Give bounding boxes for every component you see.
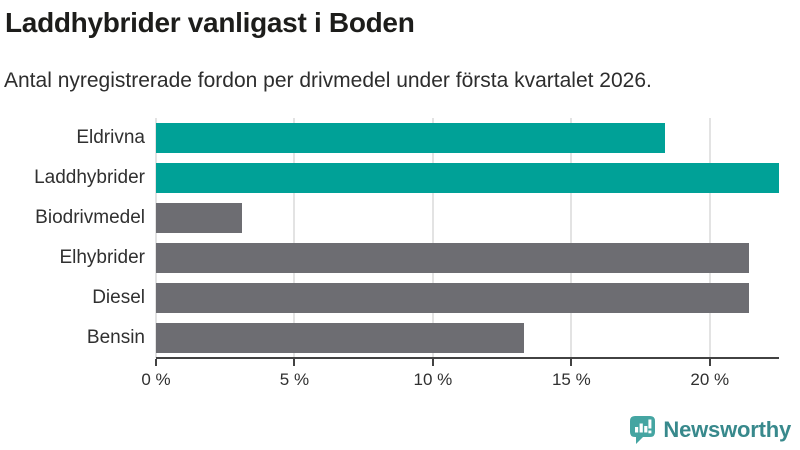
plot-area [155,118,779,358]
category-label: Elhybrider [59,247,145,268]
bar-track [156,243,779,273]
newsworthy-logo: Newsworthy [629,415,791,445]
tick-mark [155,359,157,366]
tick-label: 15 % [551,370,591,389]
tick-label: 0 % [141,370,171,389]
gridline [570,118,573,358]
x-axis-line [156,357,779,359]
chart-row-bensin: Bensin [8,318,779,358]
bar-track [156,283,779,313]
chart-row-biodrivmedel: Biodrivmedel [8,198,779,238]
tick-mark [708,359,711,366]
chart-row-eldrivna: Eldrivna [8,118,779,158]
bar-track [156,163,779,193]
chart-subtitle: Antal nyregistrerade fordon per drivmede… [4,69,652,92]
bar-track [156,123,779,153]
bar-biodrivmedel [156,203,242,233]
tick-label: 10 % [413,370,453,389]
chart-row-laddhybrider: Laddhybrider [8,158,779,198]
tick-mark [570,359,573,366]
gridline [431,118,434,358]
tick-label: 20 % [690,370,730,389]
category-label: Eldrivna [76,127,145,148]
bar-chart: Eldrivna Laddhybrider Biodrivmedel Elhybrid… [8,118,779,400]
category-label: Biodrivmedel [35,207,145,228]
bar-eldrivna [156,123,666,153]
category-label: Diesel [92,287,145,308]
chart-row-elhybrider: Elhybrider [8,238,779,278]
gridline [155,118,157,358]
bar-track [156,323,779,353]
newsworthy-logo-text: Newsworthy [663,417,791,442]
bar-track [156,203,779,233]
chart-row-diesel: Diesel [8,278,779,318]
tick-mark [293,359,296,366]
bar-diesel [156,283,749,313]
chart-title: Laddhybrider vanligast i Boden [5,7,415,38]
bar-bensin [156,323,525,353]
bar-laddhybrider [156,163,779,193]
gridline [293,118,296,358]
x-axis: 0 % 5 % 10 % 15 % 20 % [141,359,779,399]
category-label: Laddhybrider [34,167,145,188]
tick-mark [431,359,434,366]
newsworthy-bar-chart-speech-bubble-icon [630,416,656,444]
tick-label: 5 % [279,370,310,389]
gridline [708,118,711,358]
bar-rows: Eldrivna Laddhybrider Biodrivmedel Elhybrid… [8,118,779,358]
category-label: Bensin [86,327,145,348]
bar-elhybrider [156,243,749,273]
